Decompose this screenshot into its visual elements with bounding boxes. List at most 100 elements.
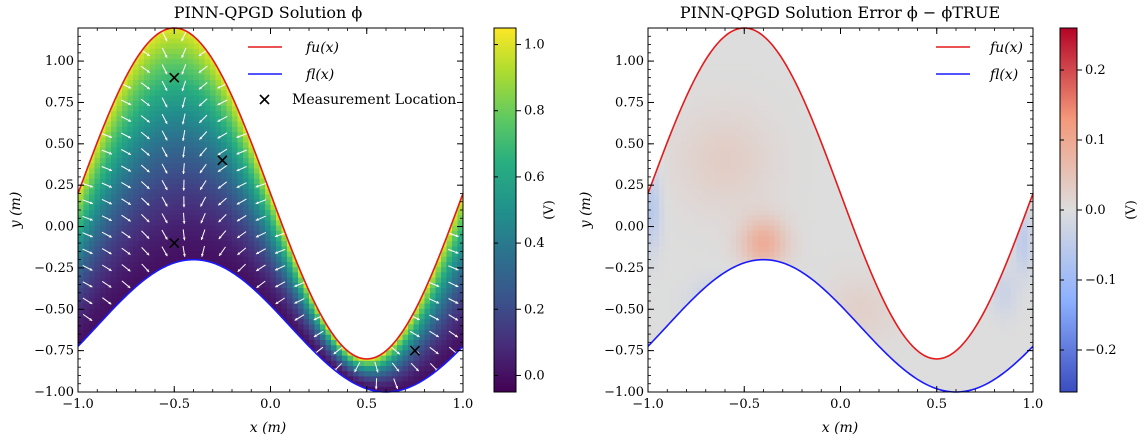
left-field-cell — [237, 376, 244, 383]
left-field-cell — [364, 241, 371, 247]
left-field-cell — [171, 288, 178, 294]
left-field-cell — [204, 241, 211, 247]
left-field-cell — [353, 230, 360, 237]
left-field-cell — [182, 121, 189, 128]
left-field-cell — [259, 126, 266, 133]
left-field-cell — [281, 267, 288, 273]
left-field-cell — [83, 90, 90, 97]
left-field-cell — [397, 189, 404, 195]
left-field-cell — [94, 142, 101, 149]
left-field-cell — [105, 28, 112, 34]
left-field-cell — [281, 106, 288, 112]
left-field-cell — [204, 111, 211, 117]
left-field-cell — [166, 225, 173, 232]
left-field-cell — [182, 329, 189, 336]
left-field-cell — [430, 121, 437, 128]
left-field-cell — [210, 173, 217, 180]
left-field-cell — [100, 251, 107, 258]
left-field-cell — [116, 277, 123, 284]
left-field-cell — [226, 303, 233, 310]
left-field-cell — [122, 59, 129, 65]
left-field-cell — [402, 43, 409, 50]
left-field-cell — [446, 340, 453, 346]
left-field-cell — [105, 158, 112, 164]
left-field-cell — [413, 267, 420, 273]
left-field-cell — [441, 59, 448, 65]
left-field-cell — [177, 126, 184, 133]
left-field-cell — [265, 199, 272, 206]
left-field-cell — [116, 163, 123, 169]
left-field-cell — [105, 147, 112, 154]
left-field-cell — [375, 215, 382, 221]
left-field-cell — [133, 48, 140, 55]
left-field-cell — [160, 220, 167, 227]
left-field-cell — [83, 54, 90, 60]
left-field-cell — [287, 303, 294, 310]
left-field-cell — [413, 256, 420, 263]
left-field-cell — [182, 142, 189, 149]
left-field-cell — [133, 220, 140, 227]
left-field-cell — [248, 340, 255, 346]
left-field-cell — [215, 132, 222, 138]
left-field-cell — [347, 210, 354, 216]
left-field-cell — [287, 147, 294, 154]
left-field-cell — [215, 194, 222, 201]
left-field-cell — [375, 225, 382, 232]
left-field-cell — [386, 178, 393, 185]
left-field-cell — [391, 210, 398, 216]
left-field-cell — [309, 59, 316, 65]
left-field-cell — [226, 355, 233, 362]
left-field-cell — [314, 194, 321, 201]
left-field-cell — [358, 142, 365, 149]
left-field-cell — [254, 220, 261, 227]
left-field-cell — [138, 293, 145, 299]
left-field-cell — [116, 168, 123, 175]
left-field-cell — [237, 158, 244, 164]
left-field-cell — [149, 64, 156, 71]
left-field-cell — [171, 215, 178, 221]
left-field-cell — [144, 376, 151, 383]
left-field-cell — [237, 272, 244, 279]
left-field-cell — [171, 43, 178, 50]
left-field-cell — [369, 132, 376, 138]
left-field-cell — [111, 106, 118, 112]
left-field-cell — [237, 334, 244, 341]
left-field-cell — [105, 90, 112, 97]
left-field-cell — [270, 230, 277, 237]
left-field-cell — [182, 64, 189, 71]
left-field-cell — [402, 168, 409, 175]
left-field-cell — [276, 173, 283, 180]
left-field-cell — [177, 267, 184, 273]
left-field-cell — [188, 246, 195, 253]
left-field-cell — [309, 199, 316, 206]
left-field-cell — [353, 371, 360, 377]
left-field-cell — [182, 334, 189, 341]
left-field-cell — [138, 298, 145, 305]
left-field-cell — [160, 298, 167, 305]
left-field-cell — [298, 137, 305, 143]
left-field-cell — [133, 38, 140, 45]
left-field-cell — [369, 303, 376, 310]
left-field-cell — [380, 199, 387, 206]
left-field-cell — [248, 152, 255, 159]
left-field-cell — [105, 267, 112, 273]
left-field-cell — [402, 215, 409, 221]
left-field-cell — [292, 314, 299, 320]
left-field-cell — [358, 189, 365, 195]
left-field-cell — [325, 277, 332, 284]
left-field-cell — [100, 288, 107, 294]
left-field-cell — [380, 262, 387, 268]
left-field-cell — [270, 163, 277, 169]
left-field-cell — [122, 178, 129, 185]
left-field-cell — [281, 298, 288, 305]
left-field-cell — [347, 277, 354, 284]
left-field-cell — [138, 121, 145, 128]
left-field-cell — [248, 376, 255, 383]
left-field-cell — [210, 74, 217, 81]
left-field-cell — [182, 381, 189, 388]
left-field-cell — [89, 303, 96, 310]
left-field-cell — [243, 324, 250, 331]
left-field-cell — [276, 371, 283, 377]
left-field-cell — [364, 345, 371, 351]
left-field-cell — [166, 246, 173, 253]
